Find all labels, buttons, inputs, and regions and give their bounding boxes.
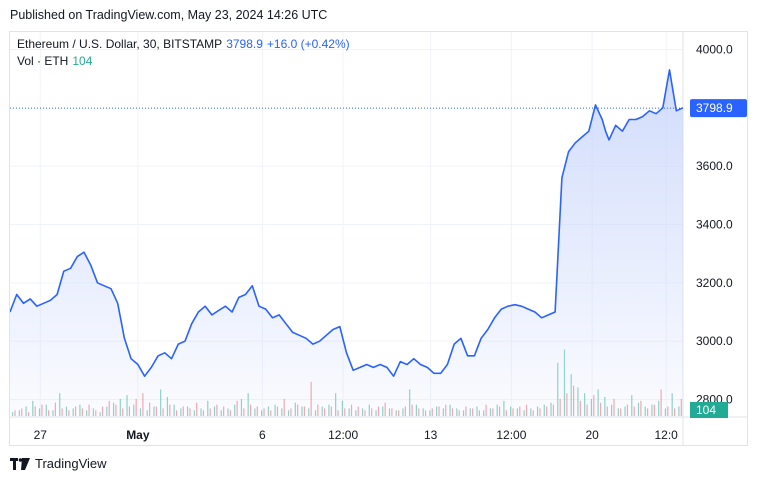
y-tick-label: 3400.0 — [696, 218, 733, 232]
last-price: 3798.9 — [226, 37, 263, 51]
volume-value: 104 — [72, 54, 93, 68]
price-chart[interactable]: 4000.03600.03400.03200.03000.02800.03798… — [10, 32, 747, 445]
y-tick-label: 3200.0 — [696, 276, 733, 290]
tradingview-logo-icon — [10, 457, 30, 470]
price-change: +16.0 (+0.42%) — [266, 37, 350, 51]
chart-legend: Ethereum / U.S. Dollar, 30, BITSTAMP 3798… — [17, 36, 350, 70]
x-tick-label: 20 — [585, 428, 599, 442]
x-tick-label: 27 — [34, 428, 48, 442]
last-price-badge — [690, 99, 747, 118]
x-tick-label: 13 — [424, 428, 438, 442]
x-tick-label: 12:0 — [654, 428, 678, 442]
x-tick-label: 6 — [259, 428, 266, 442]
y-tick-label: 3600.0 — [696, 159, 733, 173]
published-caption: Published on TradingView.com, May 23, 20… — [10, 8, 328, 22]
last-price-badge-label: 3798.9 — [696, 101, 733, 115]
volume-badge-label: 104 — [696, 403, 716, 417]
chart-frame[interactable]: 4000.0 3600.0 3400.0 3200.0 3000.0 2800.0 3798… — [9, 31, 748, 446]
y-tick-label: 4000.0 — [696, 43, 733, 57]
price-area — [10, 69, 683, 418]
y-tick-label: 3000.0 — [696, 334, 733, 348]
x-tick-label: 12:00 — [328, 428, 358, 442]
legend-symbol-row: Ethereum / U.S. Dollar, 30, BITSTAMP 3798… — [17, 36, 350, 53]
footer-brand[interactable]: TradingView — [10, 456, 107, 471]
footer-brand-label: TradingView — [35, 456, 107, 471]
volume-label[interactable]: Vol · ETH — [17, 54, 69, 68]
x-tick-label: May — [126, 428, 150, 442]
x-tick-label: 12:00 — [496, 428, 526, 442]
legend-volume-row: Vol · ETH 104 — [17, 53, 350, 70]
price-line — [10, 69, 684, 377]
volume-badge — [690, 402, 728, 418]
symbol-label[interactable]: Ethereum / U.S. Dollar, 30, BITSTAMP — [17, 37, 223, 51]
